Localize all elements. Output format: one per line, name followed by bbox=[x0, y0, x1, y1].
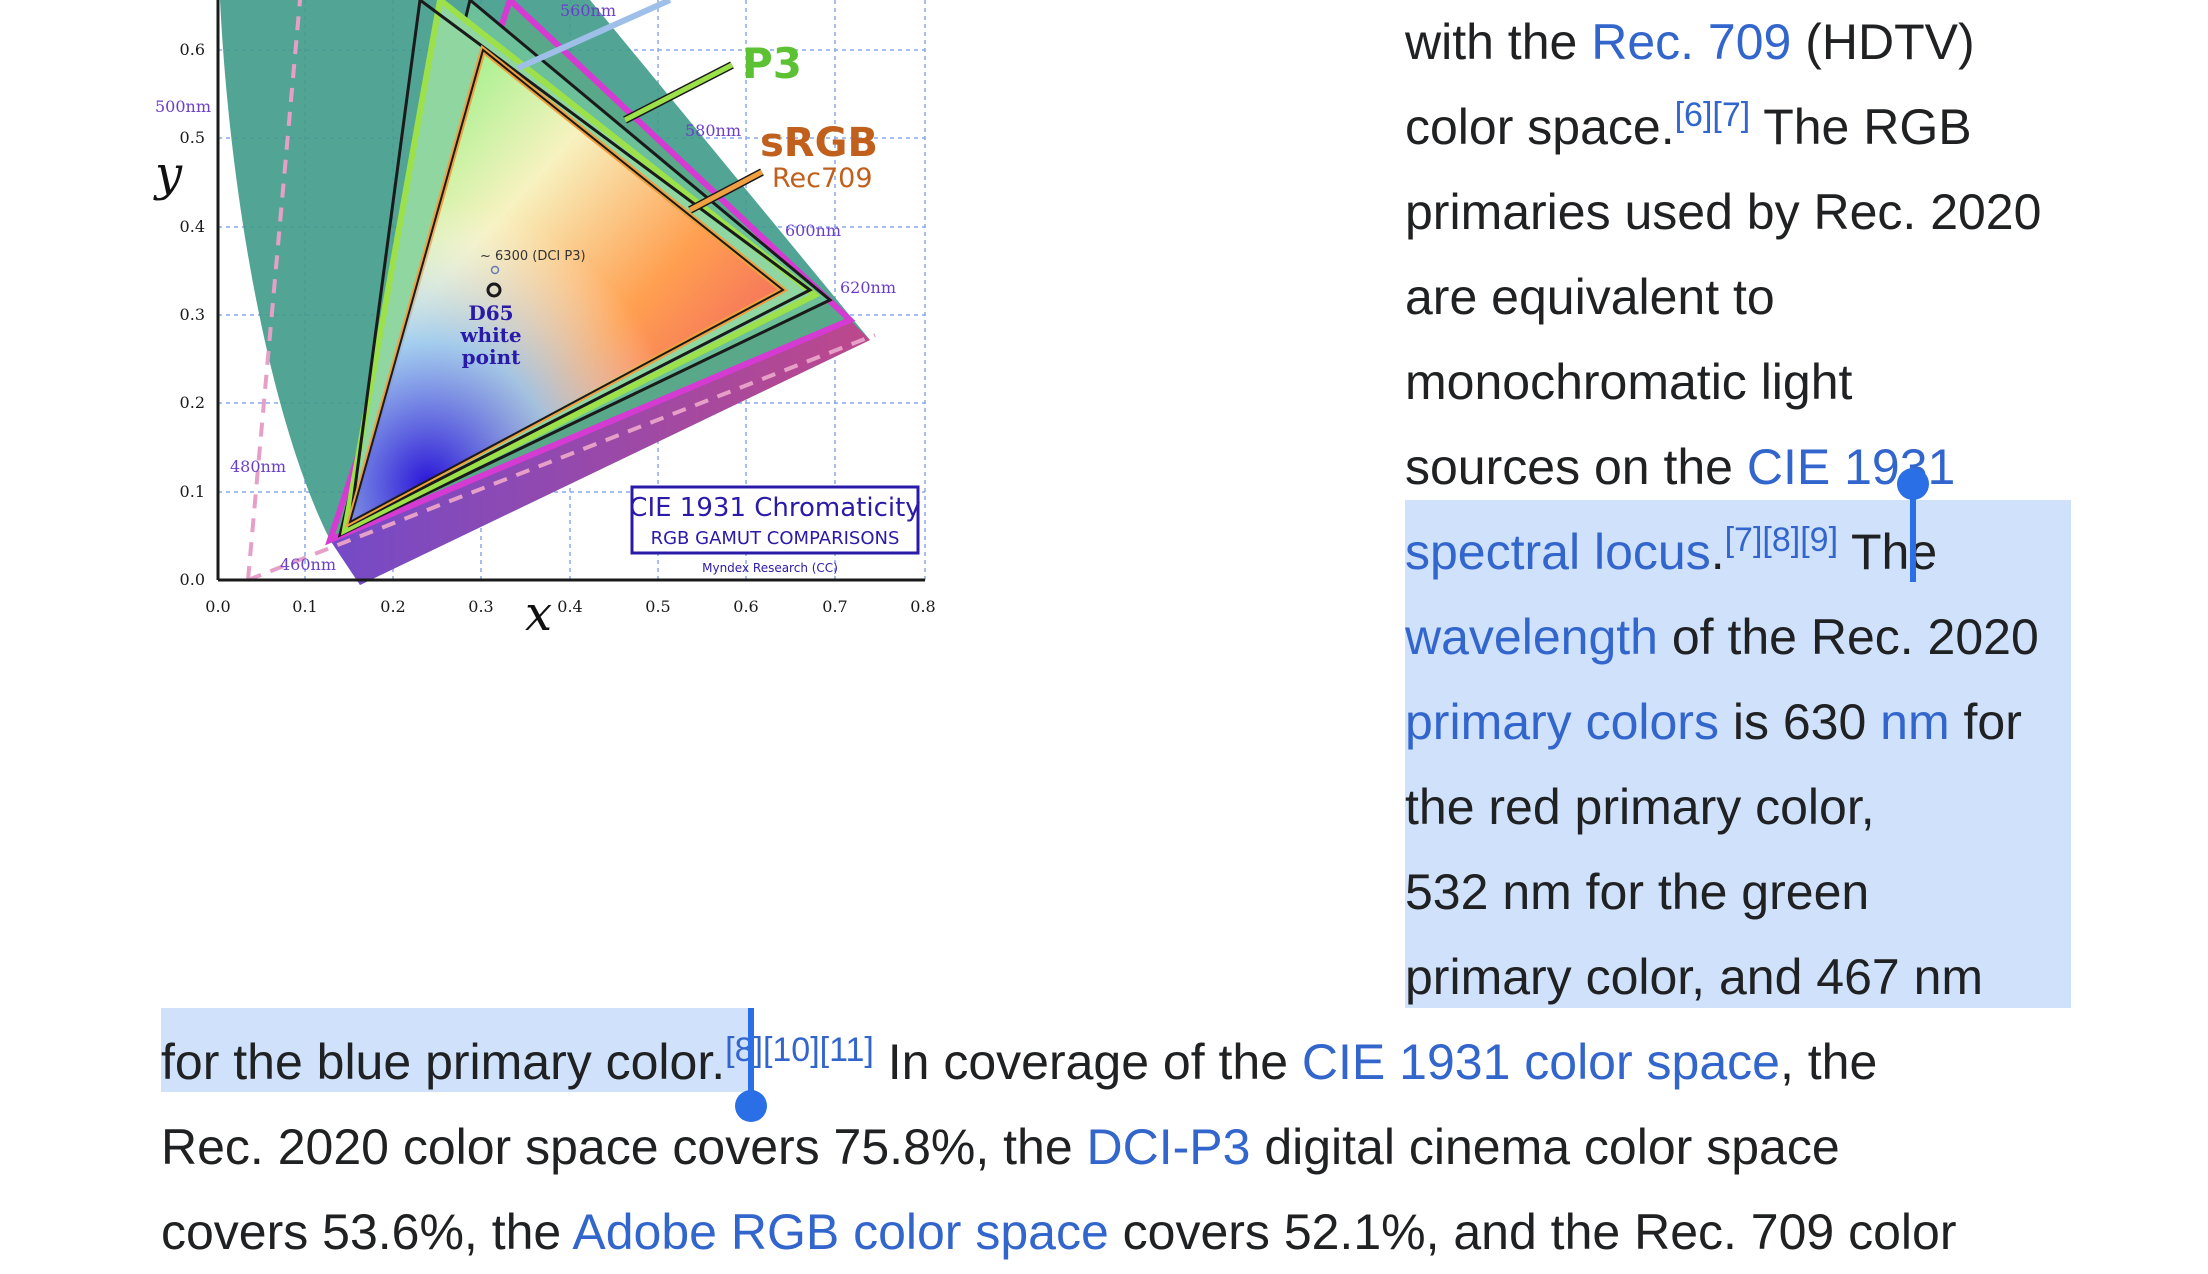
text-line: covers 53.6%, the Adobe RGB color space … bbox=[161, 1204, 1957, 1260]
x-tick: 0.2 bbox=[380, 597, 405, 616]
text-line: primary color, and 467 nm bbox=[1405, 949, 1984, 1005]
dci-point-label: ~ 6300 (DCI P3) bbox=[480, 249, 586, 264]
wavelength-label: 620nm bbox=[840, 278, 896, 297]
link-nm[interactable]: nm bbox=[1880, 694, 1950, 750]
x-tick: 0.3 bbox=[468, 597, 493, 616]
y-tick: 0.2 bbox=[180, 393, 205, 412]
link-rec709[interactable]: Rec. 709 bbox=[1591, 14, 1792, 70]
text-line: the red primary color, bbox=[1405, 779, 1875, 835]
x-tick: 0.0 bbox=[205, 597, 230, 616]
wavelength-label: 580nm bbox=[685, 121, 741, 140]
text-line: for the blue primary color.[8][10][11] I… bbox=[161, 1031, 1878, 1090]
rec709-label: Rec709 bbox=[772, 163, 873, 194]
text-line: spectral locus.[7][8][9] The bbox=[1405, 521, 1938, 580]
wavelength-label: 480nm bbox=[230, 457, 286, 476]
link-cie-1931-color-space[interactable]: CIE 1931 color space bbox=[1301, 1034, 1780, 1090]
link-dci-p3[interactable]: DCI-P3 bbox=[1086, 1119, 1251, 1175]
wavelength-label: 460nm bbox=[280, 555, 336, 574]
x-tick: 0.1 bbox=[292, 597, 317, 616]
y-tick: 0.3 bbox=[180, 305, 205, 324]
selection-end-handle[interactable] bbox=[748, 1008, 754, 1103]
text-line: color space.[6][7] The RGB bbox=[1405, 96, 1972, 155]
link-primary-colors[interactable]: primary colors bbox=[1405, 694, 1719, 750]
selection-start-knob[interactable] bbox=[1897, 468, 1929, 500]
plot-axes bbox=[216, 0, 925, 582]
text-selection bbox=[1405, 500, 2071, 1008]
d65-label: white bbox=[459, 323, 521, 347]
x-tick: 0.4 bbox=[557, 597, 582, 616]
text-line: wavelength of the Rec. 2020 bbox=[1405, 609, 2039, 665]
text-line: with the Rec. 709 (HDTV) bbox=[1405, 14, 1975, 70]
text-line: primary colors is 630 nm for bbox=[1405, 694, 2022, 750]
text-line: are equivalent to bbox=[1405, 269, 1775, 325]
figure-title: CIE 1931 Chromaticity bbox=[629, 493, 920, 523]
x-axis-label: x bbox=[525, 586, 552, 642]
citation[interactable]: [6][7] bbox=[1674, 96, 1751, 134]
text-selection bbox=[161, 1008, 751, 1092]
p3-label: P3 bbox=[742, 39, 802, 88]
figure-credit: Myndex Research (CC) bbox=[702, 561, 838, 575]
figure-title-box bbox=[630, 485, 920, 555]
wavelength-label: 500nm bbox=[155, 97, 211, 116]
link-spectral-locus[interactable]: spectral locus bbox=[1405, 524, 1711, 580]
text-line: sources on the CIE 1931 bbox=[1405, 439, 1956, 495]
y-tick: 0.4 bbox=[180, 217, 205, 236]
x-tick: 0.7 bbox=[822, 597, 847, 616]
citation[interactable]: [7][8][9] bbox=[1724, 521, 1839, 559]
text-line: monochromatic light bbox=[1405, 354, 1853, 410]
y-axis-label: y bbox=[153, 146, 183, 202]
link-wavelength[interactable]: wavelength bbox=[1405, 609, 1658, 665]
y-tick: 0.1 bbox=[180, 482, 205, 501]
y-tick: 0.6 bbox=[180, 40, 205, 59]
text-line: 532 nm for the green bbox=[1405, 864, 1870, 920]
d65-label: point bbox=[462, 345, 521, 369]
x-tick: 0.8 bbox=[910, 597, 935, 616]
wavelength-label: 600nm bbox=[785, 221, 841, 240]
link-adobe-rgb[interactable]: Adobe RGB color space bbox=[572, 1204, 1109, 1260]
text-line: Rec. 2020 color space covers 75.8%, the … bbox=[161, 1119, 1840, 1175]
y-tick: 0.0 bbox=[180, 570, 205, 589]
x-tick: 0.5 bbox=[645, 597, 670, 616]
text-line: primaries used by Rec. 2020 bbox=[1405, 184, 2042, 240]
y-tick: 0.5 bbox=[180, 128, 205, 147]
figure-subtitle: RGB GAMUT COMPARISONS bbox=[651, 528, 900, 549]
wavelength-label: 560nm bbox=[560, 1, 616, 20]
selection-end-knob[interactable] bbox=[735, 1090, 767, 1122]
gamut-p3-inner bbox=[348, 0, 813, 528]
cie-chromaticity-figure: 0.0 0.1 0.2 0.3 0.4 0.5 0.6 0.0 0.1 0.2 … bbox=[153, 0, 936, 642]
x-tick: 0.6 bbox=[733, 597, 758, 616]
selection-start-handle[interactable] bbox=[1910, 482, 1916, 582]
srgb-label: sRGB bbox=[760, 120, 878, 166]
d65-label: D65 bbox=[468, 301, 513, 325]
